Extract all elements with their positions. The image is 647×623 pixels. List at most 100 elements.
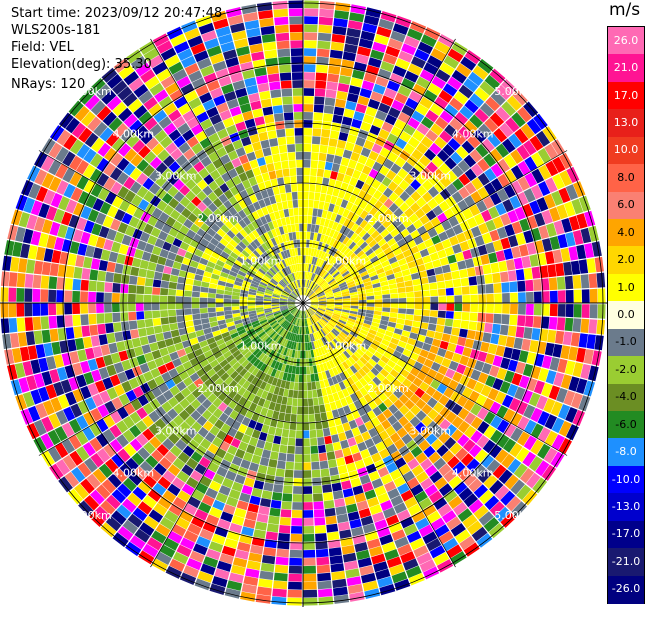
range-gate [72,229,84,243]
colorbar-tick-label: 4.0 [617,225,635,239]
range-gate [308,292,316,298]
range-gate [522,363,534,377]
range-gate [309,281,314,289]
range-gate [211,533,226,545]
range-gate [332,188,340,197]
range-gate [333,311,342,316]
range-gate [405,314,414,321]
range-gate [250,283,259,288]
range-gate [178,327,188,336]
range-gate [284,413,291,422]
range-gate [176,470,190,483]
range-gate [236,274,245,280]
range-gate [552,344,563,358]
range-gate [436,444,449,457]
range-gate [348,266,357,273]
range-gate [184,27,201,41]
range-gate [474,235,485,247]
range-gate [163,266,173,275]
range-gate [266,466,277,476]
range-gate [510,292,518,303]
range-gate [333,348,340,357]
range-gate [303,151,311,160]
range-gate [184,314,193,322]
range-gate [117,222,129,234]
range-gate [342,51,356,62]
range-gate [118,107,133,122]
range-gate [439,256,449,266]
range-gate [246,85,259,95]
range-gate [317,309,325,314]
range-gate [33,260,44,275]
range-gate [346,503,358,514]
range-gate [449,262,459,272]
range-gate [72,362,83,376]
range-gate [74,105,90,122]
range-gate [136,240,147,251]
range-gate [223,504,236,515]
range-gate [295,318,299,326]
range-gate [359,356,368,365]
range-gate [368,216,378,226]
range-gate [203,327,212,335]
range-gate [382,307,391,313]
range-gate [288,315,294,322]
colorbar-tick-label: -13.0 [611,500,641,513]
range-gate [286,285,293,292]
range-gate [264,308,272,311]
range-gate [276,128,286,138]
range-gate [326,186,334,196]
range-gate [394,328,403,335]
range-gate [242,320,251,326]
range-gate [421,116,434,129]
range-gate [340,414,349,424]
range-gate [320,270,327,278]
range-gate [557,290,566,303]
range-gate [311,341,316,350]
range-gate [215,307,224,312]
range-gate [355,179,365,190]
range-gate [298,310,301,318]
range-gate [264,114,275,124]
range-gate [288,365,293,374]
range-gate [314,525,327,534]
range-gate [386,251,395,260]
range-gate [489,68,506,84]
range-gate [310,304,319,307]
range-gate [287,274,293,283]
range-gate [308,308,314,316]
range-gate [310,299,319,302]
range-gate [294,454,303,463]
range-gate [351,271,360,278]
range-gate [41,219,53,234]
range-gate [315,288,322,294]
range-gate [323,427,331,437]
range-gate [276,202,284,211]
range-gate [232,291,240,297]
range-gate [312,128,322,137]
range-gate [402,249,412,258]
range-gate [277,243,283,252]
range-gate [317,258,323,267]
range-gate [229,132,241,143]
range-gate [308,406,315,415]
range-gate [144,310,153,319]
range-gate [246,444,256,455]
range-gate [291,308,298,314]
range-gate [415,103,429,116]
range-gate [125,225,136,237]
range-gate [535,130,551,147]
range-gate [122,330,132,341]
range-gate [322,177,330,186]
range-gate [291,248,296,257]
range-gate [98,334,108,346]
range-gate [333,292,342,297]
range-gate [419,559,436,573]
range-gate [354,434,364,445]
range-gate [324,335,331,343]
range-gate [375,331,385,339]
range-gate [132,507,148,522]
range-gate [384,114,397,126]
range-gate [471,177,484,191]
range-gate [387,238,397,247]
